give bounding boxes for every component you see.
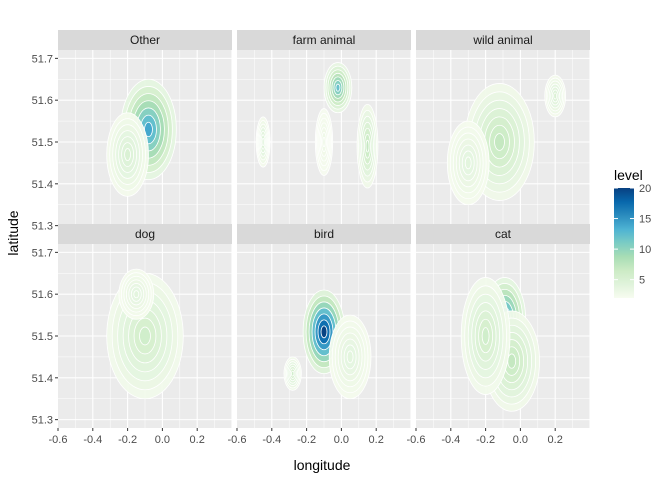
facet-strip-label: bird xyxy=(314,227,334,241)
density-contours xyxy=(446,74,567,206)
legend-colorbar xyxy=(614,188,634,298)
facet-strip xyxy=(58,224,232,244)
facet-panel: farm animal xyxy=(237,30,411,234)
facet-strip xyxy=(237,224,411,244)
x-tick-label: 0.0 xyxy=(155,434,170,446)
contour-band xyxy=(464,156,472,170)
facet-strip-label: wild animal xyxy=(472,33,532,47)
y-tick-label: 51.3 xyxy=(32,221,53,233)
x-tick-label: -0.6 xyxy=(49,434,68,446)
x-tick-label: -0.2 xyxy=(118,434,137,446)
x-tick-label: -0.4 xyxy=(441,434,460,446)
facet-strip-label: Other xyxy=(130,33,160,47)
facet-panel: bird xyxy=(237,224,411,428)
y-tick-label: 51.6 xyxy=(32,95,53,107)
facet-strip xyxy=(237,30,411,50)
x-tick-label: 0.0 xyxy=(334,434,349,446)
contour-band xyxy=(261,138,265,146)
legend-tick-label: 20 xyxy=(639,183,651,195)
facet-strip-label: farm animal xyxy=(293,33,356,47)
x-tick-label: 0.2 xyxy=(548,434,563,446)
x-tick-label: -0.2 xyxy=(297,434,316,446)
y-tick-label: 51.6 xyxy=(32,289,53,301)
facet-panels: Other farm animal wild animal dog bird cat xyxy=(58,30,590,428)
contour-band xyxy=(322,136,326,148)
legend: level 5 10 15 20 xyxy=(614,167,651,298)
y-tick-label: 51.4 xyxy=(32,179,53,191)
x-tick-label: -0.6 xyxy=(228,434,247,446)
x-tick-label: 0.2 xyxy=(190,434,205,446)
x-axis-title: longitude xyxy=(294,457,351,473)
contour-band xyxy=(320,325,328,339)
contour-band xyxy=(481,327,490,345)
contour-band xyxy=(139,326,151,346)
y-tick-label: 51.3 xyxy=(32,415,53,427)
x-tick-label: -0.4 xyxy=(83,434,102,446)
axes: 51.3 51.4 51.5 51.6 51.7 51.3 51.4 51.5 51.6 51.7… xyxy=(32,53,563,446)
contour-band xyxy=(346,350,354,364)
y-tick-label: 51.4 xyxy=(32,373,53,385)
y-tick-label: 51.7 xyxy=(32,247,53,259)
contour-band xyxy=(291,370,295,377)
facet-panel: Other xyxy=(58,30,232,234)
contour-band xyxy=(553,92,558,100)
legend-tick-label: 10 xyxy=(639,244,651,256)
facet-panel: dog xyxy=(58,224,232,428)
y-tick-label: 51.5 xyxy=(32,331,53,343)
density-contours xyxy=(255,62,379,189)
y-tick-label: 51.5 xyxy=(32,137,53,149)
facet-panel: cat xyxy=(416,224,590,428)
x-tick-label: -0.6 xyxy=(407,434,426,446)
x-tick-label: -0.4 xyxy=(262,434,281,446)
facet-strip xyxy=(416,224,590,244)
x-tick-label: 0.2 xyxy=(369,434,384,446)
y-tick-label: 51.7 xyxy=(32,53,53,65)
legend-tick-label: 15 xyxy=(639,214,651,226)
contour-band xyxy=(133,290,140,299)
density-contours xyxy=(106,78,177,197)
density-contours xyxy=(460,277,540,412)
facet-strip xyxy=(58,30,232,50)
contour-band xyxy=(365,139,370,153)
density-contours xyxy=(106,268,184,400)
facet-strip-label: dog xyxy=(135,227,155,241)
legend-tick-label: 5 xyxy=(639,275,645,287)
density-contours xyxy=(283,289,372,400)
contour-band xyxy=(124,148,131,161)
facet-panel: wild animal xyxy=(416,30,590,234)
x-tick-label: 0.0 xyxy=(513,434,528,446)
legend-title: level xyxy=(614,167,643,183)
x-tick-label: -0.2 xyxy=(476,434,495,446)
facet-strip-label: cat xyxy=(495,227,512,241)
y-axis-title: latitude xyxy=(5,210,21,255)
facet-strip xyxy=(416,30,590,50)
contour-band xyxy=(335,83,341,92)
contour-band xyxy=(494,133,505,151)
